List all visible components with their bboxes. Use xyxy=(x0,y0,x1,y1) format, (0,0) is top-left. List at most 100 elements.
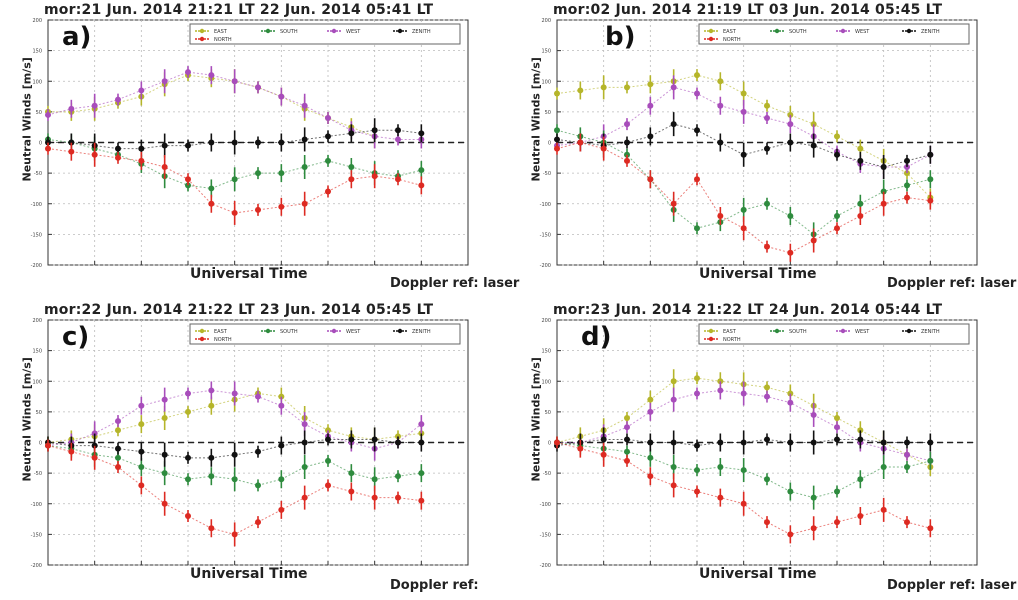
data-point xyxy=(91,102,98,109)
legend-label: NORTH xyxy=(723,337,741,343)
data-point xyxy=(301,421,308,428)
panel-title: mor:23 Jun. 2014 21:22 LT 24 Jun. 2014 0… xyxy=(553,302,943,318)
data-point xyxy=(834,424,840,431)
data-point xyxy=(278,139,285,146)
data-point xyxy=(231,390,238,397)
y-tick-label: 150 xyxy=(32,349,42,355)
data-point xyxy=(161,396,168,403)
data-point xyxy=(857,200,864,207)
data-point xyxy=(834,151,840,158)
data-point xyxy=(787,121,794,128)
y-axis-label: Neutral Winds [m/s] xyxy=(20,357,34,482)
data-point xyxy=(927,439,934,446)
legend-marker xyxy=(774,328,780,334)
data-point xyxy=(45,145,51,152)
data-point xyxy=(231,476,238,483)
legend-label: WEST xyxy=(855,329,870,335)
data-point xyxy=(208,454,215,461)
data-point xyxy=(554,90,560,97)
data-point xyxy=(68,139,75,146)
data-point xyxy=(764,476,770,483)
data-point xyxy=(554,145,560,152)
y-tick-label: -50 xyxy=(34,171,42,177)
series-line xyxy=(556,129,931,236)
data-point xyxy=(577,87,584,94)
legend-marker xyxy=(397,28,403,34)
data-point xyxy=(810,494,817,501)
y-tick-label: 50 xyxy=(545,410,551,416)
data-point xyxy=(670,439,677,446)
data-point xyxy=(717,102,724,109)
data-point xyxy=(647,473,654,480)
data-point xyxy=(91,430,98,437)
data-point xyxy=(717,378,724,385)
data-point xyxy=(577,445,584,452)
data-point xyxy=(904,451,910,458)
data-point xyxy=(810,237,817,244)
data-point xyxy=(717,439,724,446)
y-tick-label: -200 xyxy=(31,563,42,569)
data-point xyxy=(624,436,630,443)
legend-box xyxy=(698,23,970,45)
panel-label: a) xyxy=(62,22,92,52)
data-point xyxy=(278,203,285,210)
data-point xyxy=(138,402,145,409)
data-point xyxy=(278,93,285,100)
y-tick-label: 50 xyxy=(545,110,551,116)
data-point xyxy=(208,200,215,207)
data-point xyxy=(231,78,238,85)
data-point xyxy=(45,111,51,118)
data-point xyxy=(231,139,238,146)
data-point xyxy=(927,525,934,532)
data-point xyxy=(255,448,261,455)
data-point xyxy=(371,476,378,483)
data-point xyxy=(880,506,887,513)
doppler-footer: Doppler ref: laser xyxy=(390,276,520,291)
data-point xyxy=(927,151,934,158)
series-line xyxy=(47,445,422,486)
data-point xyxy=(418,130,425,137)
data-point xyxy=(787,531,794,538)
legend-marker xyxy=(906,328,912,334)
data-point xyxy=(904,439,910,446)
data-point xyxy=(115,145,121,152)
data-point xyxy=(278,170,285,177)
legend-marker xyxy=(708,336,714,342)
data-point xyxy=(161,142,168,149)
legend-marker xyxy=(199,336,205,342)
data-point xyxy=(161,500,168,507)
data-point xyxy=(624,139,630,146)
y-tick-label: -100 xyxy=(540,502,551,508)
data-point xyxy=(115,418,121,425)
data-point xyxy=(395,433,401,440)
data-point xyxy=(255,206,261,213)
data-point xyxy=(138,421,145,428)
data-point xyxy=(185,408,191,415)
y-tick-label: -200 xyxy=(31,263,42,269)
data-point xyxy=(647,133,654,140)
data-point xyxy=(694,72,700,79)
data-point xyxy=(717,464,724,470)
data-point xyxy=(91,151,98,158)
y-tick-label: -150 xyxy=(31,532,42,538)
data-point xyxy=(395,176,401,183)
data-point xyxy=(694,176,700,183)
y-tick-label: 150 xyxy=(541,49,551,55)
series-line xyxy=(47,438,422,459)
y-tick-label: 100 xyxy=(541,79,551,85)
data-point xyxy=(810,142,817,149)
series-line xyxy=(48,74,375,137)
data-point xyxy=(418,421,425,428)
data-point xyxy=(325,157,331,164)
data-point xyxy=(255,393,261,400)
data-point xyxy=(764,200,770,207)
data-point xyxy=(857,157,864,164)
data-point xyxy=(904,164,910,170)
data-point xyxy=(600,84,607,91)
data-point xyxy=(904,170,910,177)
data-point xyxy=(647,176,654,183)
data-point xyxy=(717,139,724,146)
y-tick-label: 100 xyxy=(32,379,42,385)
data-point xyxy=(161,470,168,477)
legend-label: EAST xyxy=(214,329,228,335)
